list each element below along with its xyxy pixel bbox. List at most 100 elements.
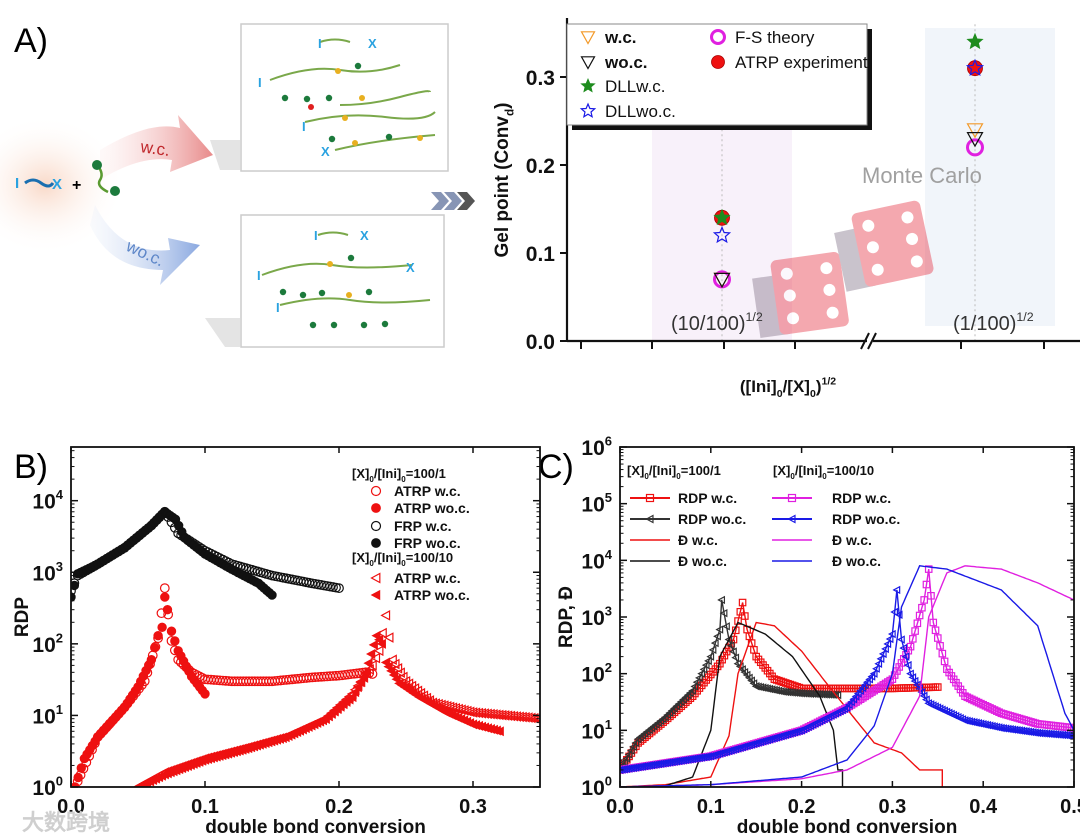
data-point: [71, 782, 80, 787]
svg-text:X: X: [360, 228, 369, 243]
y-tick-label: 0.3: [526, 67, 555, 90]
data-point: [862, 677, 871, 687]
data-point: [922, 580, 931, 589]
data-point: [160, 592, 170, 602]
data-point: [911, 627, 919, 635]
data-point: [376, 638, 386, 649]
data-point: [878, 649, 887, 659]
data-point: [719, 608, 728, 618]
y-tick-label: 102​: [32, 630, 63, 656]
data-point: [736, 607, 745, 616]
data-point: [383, 632, 394, 643]
data-point: [885, 634, 894, 644]
legend-label: RDP w.c.: [678, 490, 737, 506]
data-point: [363, 658, 373, 669]
series-line: [620, 565, 1074, 787]
data-point: [917, 687, 926, 697]
data-point: [881, 644, 889, 654]
panel-label-c: C): [538, 448, 574, 486]
data-point: [831, 690, 839, 700]
data-point: [71, 592, 76, 602]
data-point: [938, 649, 947, 658]
data-point: [936, 642, 944, 650]
y-tick-label: 101​: [581, 717, 612, 743]
data-point: [717, 595, 726, 605]
data-point: [886, 676, 894, 685]
data-point: [903, 660, 912, 670]
legend-label: F-S theory: [735, 28, 815, 47]
dice-icon: [752, 200, 934, 339]
legend-marker: [645, 493, 655, 503]
data-point: [357, 672, 368, 683]
data-point: [858, 683, 867, 693]
monte-carlo-annotation: Monte Carlo: [862, 163, 982, 188]
data-point: [906, 642, 915, 651]
data-point: [897, 659, 906, 667]
data-point: [842, 703, 851, 712]
data-point: [729, 647, 737, 656]
data-point: [713, 632, 721, 641]
legend-label: RDP wo.c.: [832, 511, 900, 527]
legend-marker: [370, 485, 382, 497]
y-tick-label: 100​: [32, 774, 63, 800]
data-point: [750, 646, 758, 654]
data-point: [622, 754, 631, 763]
legend-label: ATRP wo.c.: [394, 500, 470, 516]
data-point: [849, 695, 858, 704]
data-point: [918, 603, 926, 612]
legend-label: ATRP experiment: [735, 53, 868, 72]
data-point: [867, 672, 876, 681]
x-axis-title: double bond conversion: [205, 817, 426, 837]
legend-label: RDP w.c.: [832, 490, 891, 506]
legend-label: Đ wo.c.: [678, 553, 727, 569]
data-point: [734, 617, 742, 625]
data-point: [352, 682, 362, 693]
legend-label: DLLw.c.: [605, 77, 665, 96]
series-line: [620, 565, 1074, 787]
data-point: [347, 692, 357, 703]
data-point: [919, 691, 928, 701]
category-label: (1/100)1/2​: [953, 310, 1034, 335]
data-point: [741, 612, 749, 620]
data-point: [913, 619, 922, 628]
data-point: [704, 656, 712, 666]
category-label: (10/100)1/2​: [671, 310, 763, 335]
data-point: [933, 634, 942, 642]
data-point: [920, 596, 928, 604]
plot-area: [71, 506, 540, 787]
panel-label-b: B): [14, 448, 48, 486]
y-axis-title: Gel point (Convd​): [492, 103, 517, 258]
data-point: [200, 689, 210, 699]
data-point: [708, 645, 717, 655]
y-tick-label: 104​: [581, 547, 612, 573]
data-point: [697, 669, 706, 678]
data-point: [933, 683, 942, 691]
data-point: [908, 673, 917, 682]
x-tick-label: 0.2: [325, 796, 353, 818]
data-point: [629, 742, 637, 752]
data-point: [631, 738, 640, 748]
data-point-dllwoc: [965, 58, 985, 76]
data-point: [738, 598, 747, 607]
watermark: 大数跨境: [22, 810, 110, 835]
halide-label: X: [52, 176, 62, 193]
legend-marker: [370, 572, 381, 584]
legend-label: w.c.: [604, 28, 637, 47]
series----w-c-: [620, 565, 1074, 787]
data-point: [931, 626, 940, 635]
data-point: [929, 618, 938, 627]
data-point: [853, 689, 862, 698]
data-point: [901, 652, 910, 661]
data-point: [692, 677, 701, 687]
data-point: [844, 700, 853, 710]
data-point: [349, 687, 360, 698]
initiator-label: I: [15, 175, 19, 192]
data-point-woc: [713, 272, 731, 289]
data-point: [912, 680, 921, 689]
legend-marker: [371, 503, 381, 513]
data-point: [893, 667, 901, 675]
x-tick-label: 0.3: [459, 796, 487, 818]
data-point: [915, 611, 924, 620]
